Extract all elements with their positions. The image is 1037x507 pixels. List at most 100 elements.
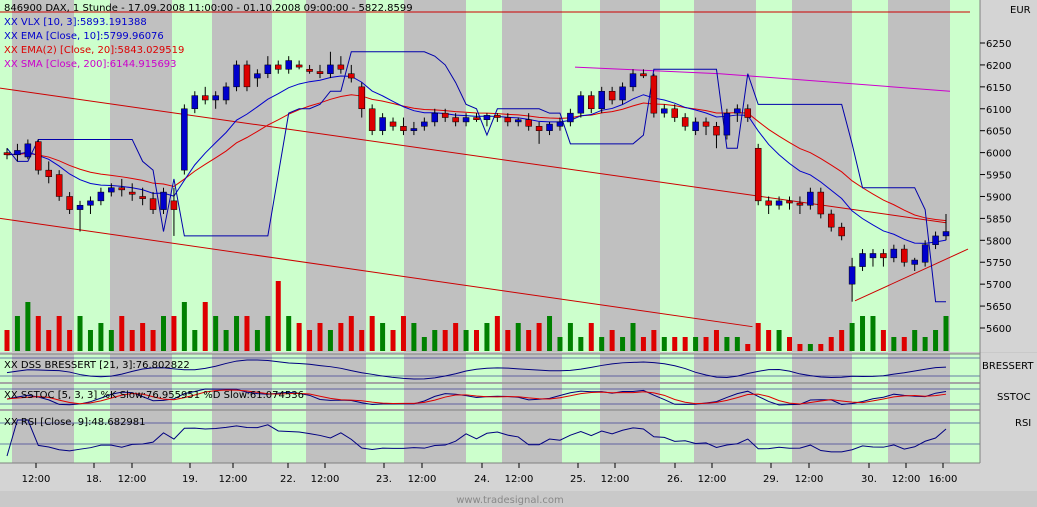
volume-bar — [161, 316, 166, 351]
volume-bar — [359, 330, 365, 351]
volume-bar — [536, 323, 542, 351]
volume-bar — [56, 316, 62, 351]
sma200-line — [574, 66, 951, 92]
volume-bar — [578, 337, 584, 351]
session-band — [502, 0, 562, 352]
price-tick-label: 6050 — [986, 127, 1011, 138]
candle-body — [734, 108, 741, 114]
candle-body — [744, 108, 752, 118]
volume-bar — [849, 323, 855, 351]
volume-bar — [213, 316, 219, 351]
volume-bar — [891, 337, 897, 351]
candle-body — [880, 253, 887, 259]
candle-body — [14, 150, 21, 156]
session-band — [212, 354, 272, 463]
volume-bar — [880, 330, 886, 351]
candle-body — [692, 121, 699, 131]
volume-bar — [912, 330, 918, 351]
volume-bar — [327, 330, 333, 351]
candle-body — [786, 200, 793, 204]
volume-bar — [933, 330, 939, 351]
volume-bar — [14, 316, 20, 351]
volume-bar — [640, 337, 646, 351]
candle-body — [901, 248, 908, 263]
session-band — [306, 354, 366, 463]
candle-body — [108, 187, 115, 193]
volume-bar — [380, 323, 386, 351]
volume-bar — [870, 316, 876, 351]
volume-bar — [223, 330, 229, 351]
candle-body — [598, 90, 605, 110]
support-line — [854, 248, 969, 302]
time-tick-label: 12:00 — [22, 474, 51, 485]
time-tick-label: 12:00 — [311, 474, 340, 485]
volume-bar — [348, 316, 354, 351]
volume-bar — [87, 330, 93, 351]
legend-ema10: XX EMA [Close, 10]:5799.96076 — [4, 31, 164, 42]
time-tick-label: 12:00 — [219, 474, 248, 485]
volume-bar — [234, 316, 240, 351]
candle-body — [556, 121, 564, 127]
time-tick-label: 12:00 — [892, 474, 921, 485]
candle-body — [118, 187, 126, 191]
candle-body — [765, 200, 772, 206]
volume-bar — [797, 344, 803, 351]
sstoc-k-line — [6, 388, 947, 406]
volume-bar — [515, 323, 521, 351]
volume-bar — [46, 330, 52, 351]
volume-bar — [839, 330, 845, 351]
volume-bar — [713, 330, 719, 351]
volume-bar — [630, 323, 636, 351]
candle-body — [170, 200, 178, 210]
time-tick-label: 12:00 — [698, 474, 727, 485]
volume-bar — [317, 323, 323, 351]
session-band — [110, 0, 172, 352]
volume-bar — [442, 330, 448, 351]
legend-ema20: XX EMA(2) [Close, 20]:5843.029519 — [4, 45, 184, 56]
volume-bar — [588, 323, 594, 351]
volume-bar — [244, 316, 250, 351]
volume-bar — [411, 323, 417, 351]
indicator-axis — [980, 353, 1037, 463]
price-tick-label: 5600 — [986, 324, 1011, 335]
candle-body — [76, 204, 84, 210]
session-band — [404, 354, 466, 463]
volume-bar — [77, 316, 83, 351]
candle-body — [483, 115, 491, 120]
time-tick-label: 12:00 — [505, 474, 534, 485]
candle-body — [400, 126, 407, 131]
header-legend: 846900 DAX, 1 Stunde - 17.09.2008 11:00:… — [4, 3, 413, 428]
candle-body — [66, 196, 73, 210]
candle-body — [535, 126, 543, 131]
time-tick-label: 12:00 — [408, 474, 437, 485]
volume-bar — [35, 316, 41, 351]
volume-bar — [599, 337, 605, 351]
volume-bar — [129, 330, 135, 351]
volume-bar — [724, 337, 730, 351]
candle-body — [754, 147, 762, 202]
candle-body — [285, 60, 292, 70]
candle-body — [358, 86, 365, 110]
candle-body — [775, 200, 783, 206]
time-tick-label: 26. — [667, 474, 683, 485]
rsi-label: XX RSI [Close, 9]:48.682981 — [4, 417, 146, 428]
sstoc-axis-label: SSTOC — [997, 392, 1031, 403]
volume-bar — [860, 316, 866, 351]
price-tick-label: 6200 — [986, 61, 1011, 72]
chart-title: 846900 DAX, 1 Stunde - 17.09.2008 11:00:… — [4, 3, 413, 14]
volume-bar — [734, 337, 740, 351]
candle-body — [45, 169, 52, 177]
candle-body — [379, 117, 386, 131]
candle-body — [222, 86, 230, 101]
candle-body — [640, 73, 647, 77]
price-tick-label: 6150 — [986, 83, 1011, 94]
session-band — [694, 354, 756, 463]
candle-body — [128, 191, 136, 195]
volume-bar — [703, 337, 709, 351]
session-band — [110, 354, 172, 463]
volume-bar — [119, 316, 125, 351]
candle-body — [212, 95, 219, 101]
session-band — [12, 0, 74, 352]
volume-bar — [421, 337, 427, 351]
candle-body — [494, 115, 501, 118]
